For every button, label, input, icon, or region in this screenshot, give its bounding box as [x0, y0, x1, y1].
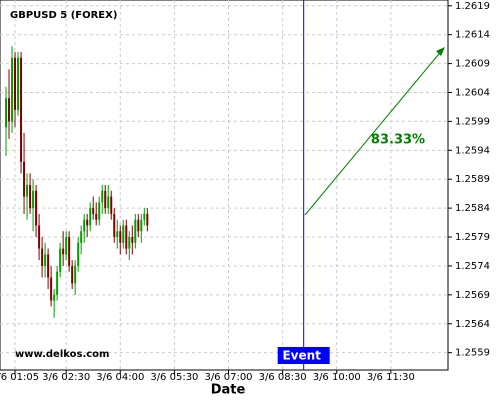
- candle-body: [146, 213, 149, 226]
- y-tick-label: 1.2564: [455, 319, 490, 330]
- candle-body: [95, 213, 98, 220]
- x-tick-label: 3/6 11:30: [367, 372, 415, 383]
- y-tick-label: 1.2584: [455, 203, 490, 214]
- candle-body: [86, 219, 89, 226]
- candle-body: [89, 208, 92, 226]
- candle-body: [5, 98, 8, 128]
- y-tick-label: 1.2589: [455, 174, 490, 185]
- plot-area: [0, 0, 449, 371]
- x-tick-label: 3/6 01:05: [0, 372, 39, 383]
- watermark: www.delkos.com: [15, 349, 109, 360]
- candle-body: [122, 225, 125, 243]
- candle-body: [101, 190, 104, 203]
- chart-title: GBPUSD 5 (FOREX): [10, 10, 117, 21]
- candle-body: [47, 254, 50, 278]
- candle-body: [131, 237, 134, 243]
- candle-body: [140, 219, 143, 232]
- y-tick-label: 1.2604: [455, 88, 490, 99]
- candle-body: [119, 231, 122, 243]
- candle-body: [143, 213, 146, 220]
- y-tick-label: 1.2614: [455, 30, 490, 41]
- annotation: 83.33%: [371, 133, 425, 148]
- x-tick-label: 3/6 04:00: [96, 372, 144, 383]
- x-tick-label: 3/6 10:00: [313, 372, 361, 383]
- candle-body: [41, 248, 44, 266]
- candle-body: [98, 202, 101, 220]
- candle-body: [65, 237, 68, 255]
- y-tick-label: 1.2574: [455, 261, 490, 272]
- candle-body: [26, 185, 29, 197]
- y-tick-label: 1.2594: [455, 145, 490, 156]
- y-tick-label: 1.2579: [455, 232, 490, 243]
- candle-body: [128, 237, 131, 249]
- candle-body: [77, 242, 80, 266]
- candle-body: [35, 190, 38, 226]
- candle-body: [92, 208, 95, 214]
- candle-body: [23, 161, 26, 197]
- arrow-head: [436, 47, 445, 56]
- candle-body: [113, 213, 116, 238]
- candle-body: [14, 57, 17, 110]
- y-tick-label: 1.2569: [455, 290, 490, 301]
- candle-body: [137, 219, 140, 232]
- candle-body: [116, 231, 119, 238]
- candle-body: [8, 98, 11, 122]
- y-tick-label: 1.2609: [455, 59, 490, 70]
- candle-body: [56, 271, 59, 295]
- candle-body: [29, 185, 32, 209]
- x-axis-title: Date: [211, 383, 246, 398]
- candle-body: [107, 196, 110, 209]
- candle-body: [104, 190, 107, 209]
- event-label: Event: [282, 349, 321, 363]
- y-tick-label: 1.2599: [455, 116, 490, 127]
- candle-body: [20, 57, 23, 162]
- candle-body: [134, 219, 137, 243]
- candle-body: [59, 248, 62, 272]
- candle-body: [62, 248, 65, 255]
- candle-body: [38, 225, 41, 249]
- y-tick-label: 1.2559: [455, 348, 490, 359]
- grid: [0, 0, 448, 370]
- x-tick-label: 3/6 07:00: [204, 372, 252, 383]
- candles: [5, 46, 149, 318]
- candle-body: [50, 277, 53, 301]
- candle-body: [71, 265, 74, 284]
- candle-body: [44, 254, 47, 266]
- candle-body: [11, 57, 14, 122]
- y-tick-label: 1.2619: [455, 1, 490, 12]
- candle-body: [53, 294, 56, 301]
- x-tick-label: 3/6 02:30: [42, 372, 90, 383]
- candle-body: [110, 196, 113, 214]
- arrow: [304, 48, 444, 216]
- candle-body: [74, 265, 77, 284]
- candle-body: [68, 237, 71, 266]
- x-tick-label: 3/6 08:30: [259, 372, 307, 383]
- candle-body: [17, 57, 20, 110]
- candle-body: [125, 225, 128, 249]
- candle-body: [80, 231, 83, 243]
- candle-body: [83, 219, 86, 232]
- candle-body: [32, 190, 35, 209]
- event-box: [277, 347, 330, 364]
- x-tick-label: 3/6 05:30: [150, 372, 198, 383]
